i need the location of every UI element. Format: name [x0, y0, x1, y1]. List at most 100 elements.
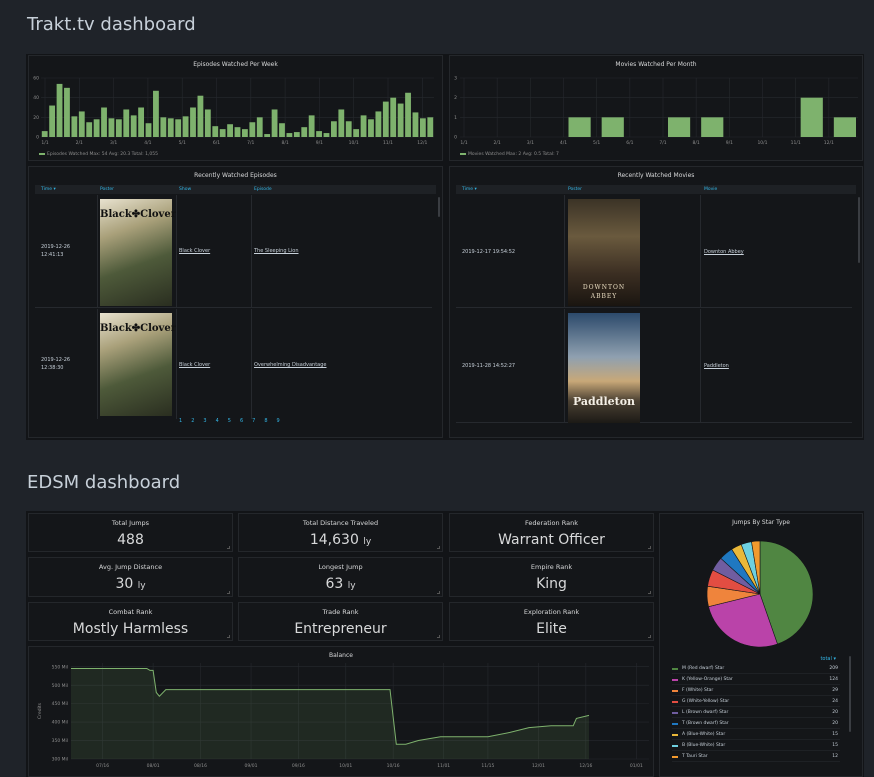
stat-trade-rank[interactable]: Trade Rank Entrepreneur [238, 602, 443, 641]
movies-per-month-panel[interactable]: Movies Watched Per Month 3 2 1 0 1/1 2/1 3/1 4/… [449, 55, 863, 161]
stat-total-jumps[interactable]: Total Jumps 488 [28, 513, 233, 552]
col-poster-header[interactable]: Poster [568, 187, 583, 192]
paddleton-poster: Paddleton [568, 313, 640, 423]
col-movie-header[interactable]: Movie [704, 187, 718, 192]
bar [382, 101, 389, 137]
resize-handle[interactable] [437, 635, 440, 638]
column-divider [97, 195, 98, 307]
y-tick-label: 450 Mil [52, 701, 68, 707]
col-poster-header[interactable]: Poster [100, 187, 115, 192]
bar [123, 109, 130, 137]
x-tick-label: 11/01 [437, 763, 450, 769]
stat-combat-rank[interactable]: Combat Rank Mostly Harmless [28, 602, 233, 641]
y-tick-label: 60 [33, 76, 39, 82]
page-7[interactable]: 7 [252, 418, 256, 424]
legend-name: K (Yellow-Orange) Star [682, 677, 733, 682]
page-5[interactable]: 5 [227, 418, 231, 424]
legend-row[interactable]: F (White) Star 29 [672, 686, 840, 696]
episodes-per-week-legend-text: Episodes Watched Max: 54 Avg: 20.3 Total… [47, 152, 158, 157]
star-type-panel[interactable]: Jumps By Star Type total ▾ M (Red dwarf)… [659, 513, 863, 777]
legend-row[interactable]: T Tauri Star 12 [672, 752, 840, 762]
scrollbar[interactable] [858, 197, 860, 263]
stat-value-number: Mostly Harmless [72, 621, 189, 637]
page-6[interactable]: 6 [239, 418, 244, 424]
x-tick-label: 1/1 [460, 140, 467, 146]
x-tick-label: 12/1 [417, 140, 427, 146]
col-episode-header[interactable]: Episode [254, 187, 272, 192]
legend-row[interactable]: A (Blue-White) Star 15 [672, 730, 840, 740]
y-tick-label: 1 [454, 115, 457, 121]
legend-row[interactable]: B (Blue-White) Star 15 [672, 741, 840, 751]
stat-exploration-rank[interactable]: Exploration Rank Elite [449, 602, 654, 641]
page-2[interactable]: 2 [191, 418, 195, 424]
x-tick-label: 4/1 [144, 140, 151, 146]
episodes-per-week-panel[interactable]: Episodes Watched Per Week 60 40 20 0 1/1 2/1 3… [28, 55, 443, 161]
episode-link[interactable]: Overwhelming Disadvantage [254, 362, 327, 368]
movies-per-month-legend[interactable]: Movies Watched Max: 2 Avg: 0.5 Total: 7 [460, 152, 559, 157]
column-divider [176, 309, 177, 419]
episodes-per-week-legend[interactable]: Episodes Watched Max: 54 Avg: 20.3 Total… [39, 152, 158, 157]
recent-episodes-panel[interactable]: Recently Watched Episodes Time ▾ Poster … [28, 166, 443, 438]
black-clover-poster: Black✤Clover [100, 313, 176, 416]
show-link[interactable]: Black Clover [179, 362, 211, 368]
page-9[interactable]: 9 [276, 418, 280, 424]
legend-row[interactable]: M (Red dwarf) Star 209 [672, 664, 840, 674]
scrollbar[interactable] [849, 656, 851, 732]
row-time-clock: 12:38:30 [41, 365, 64, 371]
movie-link[interactable]: Downton Abbey [704, 249, 744, 255]
resize-handle[interactable] [227, 591, 230, 594]
bar [71, 116, 78, 137]
scrollbar[interactable] [438, 197, 440, 217]
balance-chart: 550 Mil 500 Mil 450 Mil 400 Mil 350 Mil 300 M… [37, 663, 649, 769]
recent-movies-panel[interactable]: Recently Watched Movies Time ▾ Poster Mo… [449, 166, 863, 438]
movies-per-month-legend-text: Movies Watched Max: 2 Avg: 0.5 Total: 7 [468, 152, 559, 157]
legend-row[interactable]: G (White-Yellow) Star 24 [672, 697, 840, 707]
legend-swatch [672, 756, 678, 758]
page-8[interactable]: 8 [264, 418, 268, 424]
stat-federation-rank[interactable]: Federation Rank Warrant Officer [449, 513, 654, 552]
col-time-header[interactable]: Time ▾ [41, 187, 56, 192]
x-tick-label: 8/1 [693, 140, 700, 146]
legend-name: B (Blue-White) Star [682, 743, 726, 748]
legend-swatch [460, 152, 466, 155]
movie-link[interactable]: Paddleton [704, 363, 729, 369]
column-divider [564, 309, 565, 422]
bar [204, 109, 211, 137]
pie-slice [751, 540, 761, 595]
resize-handle[interactable] [648, 546, 651, 549]
legend-row[interactable]: L (Brown dwarf) Star 20 [672, 708, 840, 718]
resize-handle[interactable] [227, 546, 230, 549]
col-time-header[interactable]: Time ▾ [462, 187, 477, 192]
stat-avg-jump-distance[interactable]: Avg. Jump Distance 30 ly [28, 557, 233, 597]
poster-title-line2: ABBEY [590, 293, 618, 300]
bar [601, 117, 624, 137]
resize-handle[interactable] [648, 591, 651, 594]
recent-episodes-header: Time ▾ Poster Show Episode [35, 185, 436, 194]
col-show-header[interactable]: Show [179, 187, 192, 192]
stat-value-number: 488 [117, 532, 144, 548]
x-tick-label: 4/1 [560, 140, 567, 146]
legend-row[interactable]: K (Yellow-Orange) Star 124 [672, 675, 840, 685]
resize-handle[interactable] [437, 546, 440, 549]
resize-handle[interactable] [227, 635, 230, 638]
stat-empire-rank[interactable]: Empire Rank King [449, 557, 654, 597]
page-1[interactable]: 1 [179, 418, 183, 424]
stat-label: Combat Rank [108, 608, 153, 616]
page-4[interactable]: 4 [215, 418, 219, 424]
balance-panel[interactable]: Balance 550 Mil 500 Mil 450 Mil 400 Mil 350 … [28, 646, 654, 777]
edsm-dashboard-title: EDSM dashboard [27, 472, 181, 493]
stat-unit: ly [347, 581, 356, 591]
page-3[interactable]: 3 [203, 418, 207, 424]
stat-longest-jump[interactable]: Longest Jump 63 ly [238, 557, 443, 597]
resize-handle[interactable] [648, 635, 651, 638]
stat-value-number: Warrant Officer [498, 532, 605, 548]
show-link[interactable]: Black Clover [179, 248, 211, 254]
bar [212, 126, 219, 137]
recent-episodes-title: Recently Watched Episodes [194, 172, 277, 179]
resize-handle[interactable] [437, 591, 440, 594]
stat-total-distance[interactable]: Total Distance Traveled 14,630 ly [238, 513, 443, 552]
episode-link[interactable]: The Sleeping Lion [254, 248, 299, 254]
legend-row[interactable]: T (Brown dwarf) Star 20 [672, 719, 840, 729]
star-type-total-header[interactable]: total ▾ [820, 656, 836, 662]
legend-value: 209 [829, 666, 838, 671]
